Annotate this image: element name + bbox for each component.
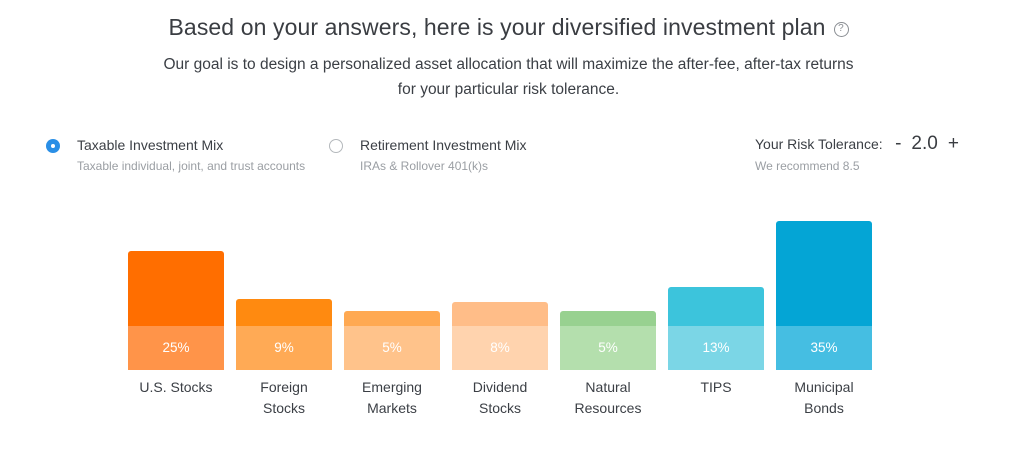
bar-emerging-markets[interactable]: 5%: [344, 311, 440, 370]
bar-tips[interactable]: 13%: [668, 287, 764, 370]
category-label-line: Municipal: [794, 379, 854, 395]
category-label-line: Foreign: [260, 379, 308, 395]
category-label: Emerging Markets: [332, 377, 452, 419]
category-label-line: Markets: [367, 400, 417, 416]
risk-tolerance: Your Risk Tolerance: -2.0 + We recommend …: [755, 133, 961, 173]
bar-value-label: 5%: [344, 326, 440, 370]
category-label-line: Bonds: [804, 400, 844, 416]
risk-tolerance-stepper: -2.0 +: [893, 133, 961, 155]
category-label-line: Emerging: [362, 379, 422, 395]
bar-municipal-bonds[interactable]: 35%: [776, 221, 872, 370]
bar-top-segment: [236, 299, 332, 326]
taxable-mix-description: Taxable individual, joint, and trust acc…: [77, 159, 306, 173]
bar-value-label: 9%: [236, 326, 332, 370]
page-title: Based on your answers, here is your dive…: [0, 14, 1017, 41]
retirement-mix-radio[interactable]: [329, 139, 343, 153]
category-label: TIPS: [656, 377, 776, 398]
risk-recommendation: We recommend 8.5: [755, 159, 860, 173]
subtitle-line-1: Our goal is to design a personalized ass…: [163, 56, 854, 73]
help-icon[interactable]: ?: [833, 22, 849, 37]
bar-top-segment: [776, 221, 872, 326]
bar-top-segment: [560, 311, 656, 326]
page-title-text: Based on your answers, here is your dive…: [168, 14, 826, 40]
category-label-line: Natural: [585, 379, 631, 395]
category-label-line: Stocks: [262, 400, 305, 416]
category-label-line: Stocks: [478, 400, 521, 416]
bar-foreign-stocks[interactable]: 9%: [236, 299, 332, 370]
category-label: Foreign Stocks: [224, 377, 344, 419]
bar-value-label: 5%: [560, 326, 656, 370]
bar-dividend-stocks[interactable]: 8%: [452, 302, 548, 370]
taxable-mix-radio[interactable]: [46, 139, 60, 153]
bar-natural-resources[interactable]: 5%: [560, 311, 656, 370]
bar-top-segment: [128, 251, 224, 326]
category-label: Dividend Stocks: [440, 377, 560, 419]
category-label: Municipal Bonds: [764, 377, 884, 419]
bar-top-segment: [344, 311, 440, 326]
bar-u-s-stocks[interactable]: 25%: [128, 251, 224, 370]
category-label-line: Dividend: [472, 379, 528, 395]
category-label: Natural Resources: [548, 377, 668, 419]
category-label-line: Resources: [574, 400, 642, 416]
retirement-mix-label: Retirement Investment Mix: [360, 137, 527, 153]
risk-tolerance-value: 2.0: [911, 133, 938, 154]
bar-value-label: 8%: [452, 326, 548, 370]
retirement-mix-description: IRAs & Rollover 401(k)s: [360, 159, 489, 173]
bar-top-segment: [452, 302, 548, 326]
category-label-line: U.S. Stocks: [139, 379, 213, 395]
category-label-line: TIPS: [700, 379, 732, 395]
bar-top-segment: [668, 287, 764, 326]
risk-tolerance-label: Your Risk Tolerance:: [755, 136, 883, 152]
risk-decrement-button[interactable]: -: [895, 133, 902, 154]
bar-value-label: 35%: [776, 326, 872, 370]
page-subtitle: Our goal is to design a personalized ass…: [0, 52, 1017, 102]
bar-value-label: 13%: [668, 326, 764, 370]
risk-increment-button[interactable]: +: [947, 133, 959, 154]
taxable-mix-label: Taxable Investment Mix: [77, 137, 224, 153]
category-label: U.S. Stocks: [116, 377, 236, 398]
bar-value-label: 25%: [128, 326, 224, 370]
subtitle-line-2: for your particular risk tolerance.: [397, 81, 620, 98]
